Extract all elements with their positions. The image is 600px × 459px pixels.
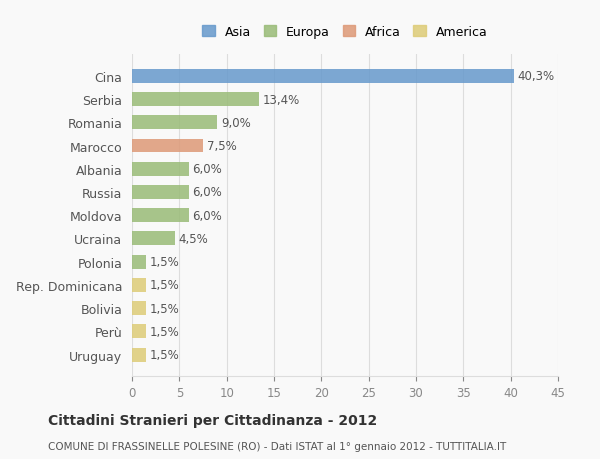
Text: 6,0%: 6,0% [193,209,223,222]
Text: 40,3%: 40,3% [517,70,554,83]
Text: 4,5%: 4,5% [178,232,208,246]
Legend: Asia, Europa, Africa, America: Asia, Europa, Africa, America [196,20,494,45]
Text: 6,0%: 6,0% [193,163,223,176]
Bar [132,209,189,223]
Text: 9,0%: 9,0% [221,117,251,129]
Bar [132,116,217,130]
Text: 1,5%: 1,5% [150,325,180,338]
Bar [132,162,189,176]
Bar [132,302,146,315]
Bar [132,185,189,200]
Bar [132,93,259,107]
Text: COMUNE DI FRASSINELLE POLESINE (RO) - Dati ISTAT al 1° gennaio 2012 - TUTTITALIA: COMUNE DI FRASSINELLE POLESINE (RO) - Da… [48,441,506,451]
Bar [132,232,175,246]
Text: 1,5%: 1,5% [150,279,180,292]
Text: 1,5%: 1,5% [150,348,180,361]
Bar [132,325,146,339]
Text: 1,5%: 1,5% [150,302,180,315]
Bar [132,70,514,84]
Text: 7,5%: 7,5% [207,140,236,153]
Bar [132,348,146,362]
Text: Cittadini Stranieri per Cittadinanza - 2012: Cittadini Stranieri per Cittadinanza - 2… [48,413,377,427]
Text: 1,5%: 1,5% [150,256,180,269]
Bar [132,139,203,153]
Text: 6,0%: 6,0% [193,186,223,199]
Text: 13,4%: 13,4% [263,93,300,106]
Bar [132,278,146,292]
Bar [132,255,146,269]
